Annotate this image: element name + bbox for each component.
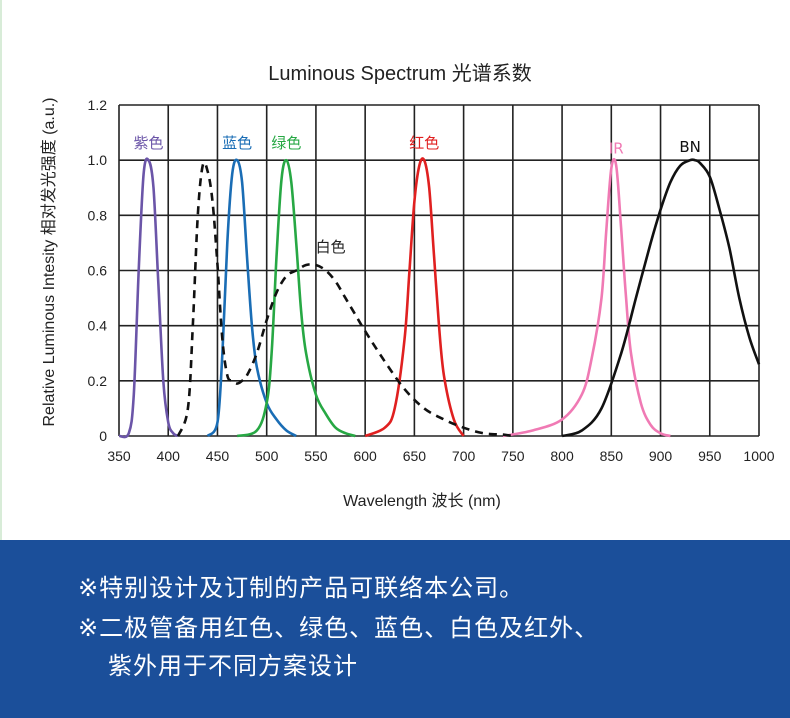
x-tick-label: 550 bbox=[304, 448, 328, 464]
chart-svg: 0 0.2 0.4 0.6 0.8 1.0 1.2 350 400 450 500 550 600 65… bbox=[40, 62, 775, 510]
y-tick-label: 0 bbox=[99, 428, 107, 444]
grid bbox=[118, 104, 760, 437]
x-tick-label: 400 bbox=[157, 448, 181, 464]
y-tick-label: 1.2 bbox=[88, 97, 108, 113]
spectrum-chart: 0 0.2 0.4 0.6 0.8 1.0 1.2 350 400 450 500 550 600 65… bbox=[0, 0, 775, 540]
x-tick-labels: 350 400 450 500 550 600 650 700 750 800 850 900 950 1… bbox=[107, 448, 774, 464]
series-label: 蓝色 bbox=[222, 134, 252, 152]
series-label: IR bbox=[609, 140, 624, 158]
x-tick-label: 900 bbox=[649, 448, 673, 464]
series-line-白色 bbox=[176, 161, 513, 438]
y-tick-label: 1.0 bbox=[88, 152, 108, 168]
series-line-红色 bbox=[364, 157, 465, 438]
note-available-colors: ※二极管备用红色、绿色、蓝色、白色及红外、 bbox=[78, 614, 600, 642]
y-tick-label: 0.6 bbox=[88, 263, 108, 279]
series-line-蓝色 bbox=[206, 158, 297, 438]
y-tick-labels: 0 0.2 0.4 0.6 0.8 1.0 1.2 bbox=[88, 97, 108, 444]
y-tick-label: 0.8 bbox=[88, 207, 108, 223]
notes-panel: ※特别设计及订制的产品可联络本公司。 ※二极管备用红色、绿色、蓝色、白色及红外、… bbox=[0, 540, 790, 718]
x-tick-label: 750 bbox=[501, 448, 525, 464]
note-custom-design: ※特别设计及订制的产品可联络本公司。 bbox=[78, 574, 525, 602]
y-tick-label: 0.4 bbox=[88, 318, 108, 334]
x-axis-label: Wavelength 波长 (nm) bbox=[343, 492, 501, 510]
x-tick-label: 350 bbox=[107, 448, 131, 464]
y-axis-label: Relative Luminous Intesity 相对发光强度 (a.u.) bbox=[40, 98, 58, 427]
y-tick-label: 0.2 bbox=[88, 373, 108, 389]
series-line-紫色 bbox=[118, 157, 179, 439]
chart-title: Luminous Spectrum 光谱系数 bbox=[268, 62, 531, 85]
note-available-colors-cont: 紫外用于不同方案设计 bbox=[108, 652, 358, 680]
x-tick-label: 1000 bbox=[743, 448, 774, 464]
series-labels: 紫色 蓝色 绿色 红色 IR BN 白色 bbox=[134, 134, 701, 256]
series-layer bbox=[118, 157, 761, 439]
x-tick-label: 800 bbox=[550, 448, 574, 464]
x-tick-label: 500 bbox=[255, 448, 279, 464]
x-tick-label: 700 bbox=[452, 448, 476, 464]
series-label: 红色 bbox=[409, 134, 439, 152]
x-tick-label: 450 bbox=[206, 448, 230, 464]
x-tick-label: 850 bbox=[600, 448, 624, 464]
x-tick-label: 950 bbox=[698, 448, 722, 464]
series-line-绿色 bbox=[236, 158, 356, 438]
series-line-BN bbox=[561, 158, 761, 438]
x-tick-label: 600 bbox=[353, 448, 377, 464]
series-label: BN bbox=[679, 138, 701, 156]
series-label: 绿色 bbox=[271, 134, 301, 152]
series-label: 白色 bbox=[316, 238, 346, 256]
series-label: 紫色 bbox=[134, 134, 164, 152]
series-line-IR bbox=[502, 158, 671, 438]
x-tick-label: 650 bbox=[403, 448, 427, 464]
